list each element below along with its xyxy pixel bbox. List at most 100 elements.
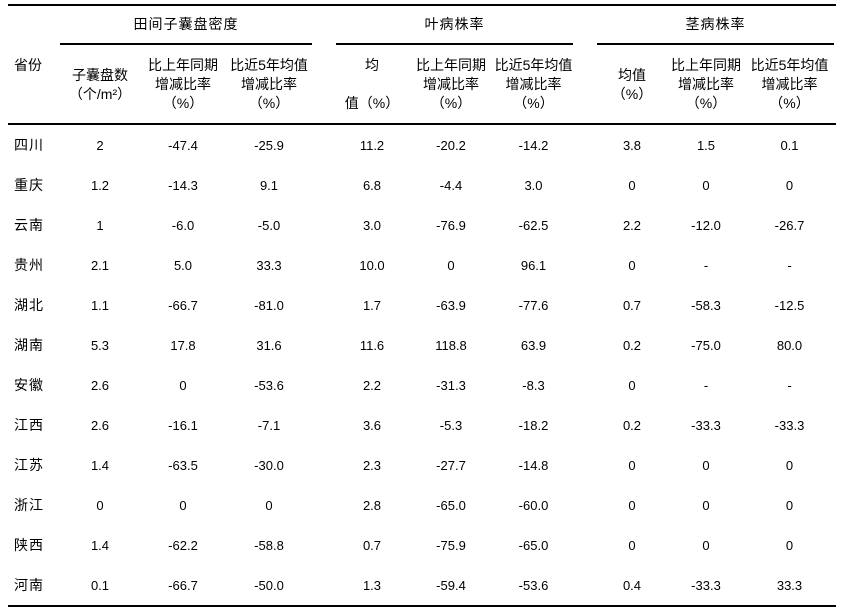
- table-cell: -63.9: [436, 297, 466, 313]
- table-cell: -62.2: [168, 537, 198, 553]
- table-cell: 2.2: [362, 377, 382, 393]
- table-cell: 2.6: [90, 417, 110, 433]
- table-cell: -: [703, 257, 709, 273]
- table-cell: 0: [447, 257, 455, 273]
- table-cell: -20.2: [436, 137, 466, 153]
- col-header-province: 省份: [14, 56, 42, 73]
- table-row: 云南 1 -6.0 -5.0 3.0 -76.9 -62.5 2.2 -12.0 -26.7: [8, 205, 836, 245]
- table-cell: 0: [265, 497, 273, 513]
- table-cell: 1.1: [90, 297, 110, 313]
- table-cell: 0.7: [622, 297, 642, 313]
- row-province: 安徽: [14, 377, 44, 393]
- table-cell: 0: [785, 537, 794, 553]
- table-cell: 118.8: [435, 337, 467, 353]
- table-cell: -58.8: [254, 537, 284, 553]
- table-cell: 9.1: [259, 177, 279, 193]
- table-row: 湖南 5.3 17.8 31.6 11.6 118.8 63.9 0.2 -75.0 80.0: [8, 325, 836, 365]
- table-header: 省份 田间子囊盘密度 叶病株率 茎病株率 子囊盘数 （个/m²） 比上年同期 增…: [8, 6, 836, 123]
- table-cell: -25.9: [254, 137, 284, 153]
- table-cell: -63.5: [168, 457, 198, 473]
- table-cell: 0: [179, 497, 187, 513]
- row-province: 河南: [14, 577, 44, 593]
- table-cell: 0: [628, 177, 636, 193]
- table-cell: 2.8: [362, 497, 382, 513]
- table-cell: -30.0: [254, 457, 284, 473]
- table-cell: -33.3: [691, 577, 721, 593]
- table-cell: -18.2: [518, 417, 549, 433]
- table-cell: 0: [628, 257, 636, 273]
- table-row: 江西 2.6 -16.1 -7.1 3.6 -5.3 -18.2 0.2 -33.3 -33.3: [8, 405, 836, 445]
- col-header-stem-yoy-change: 比上年同期 增减比率 （%）: [671, 57, 741, 111]
- table-cell: -14.8: [518, 457, 549, 473]
- table-cell: -75.9: [436, 537, 466, 553]
- table-cell: 0: [96, 497, 104, 513]
- table-cell: -59.4: [436, 577, 466, 593]
- table-cell: 0: [702, 457, 710, 473]
- table-cell: 0: [702, 497, 710, 513]
- table-cell: -81.0: [254, 297, 284, 313]
- table-row: 浙江 0 0 0 2.8 -65.0 -60.0 0 0 0: [8, 485, 836, 525]
- col-header-apothecia-count: 子囊盘数 （个/m²）: [68, 66, 132, 102]
- table-cell: 0.2: [622, 417, 642, 433]
- row-province: 重庆: [14, 177, 44, 193]
- table-cell: -27.7: [436, 457, 466, 473]
- table-cell: 0.4: [622, 577, 642, 593]
- table-cell: -33.3: [774, 417, 805, 433]
- col-header-field-yoy-change: 比上年同期 增减比率 （%）: [148, 57, 218, 111]
- col-header-stem-mean: 均值 （%）: [611, 66, 653, 102]
- group-title-field-apothecia-density: 田间子囊盘密度: [133, 16, 239, 32]
- table-cell: 0.1: [90, 577, 110, 593]
- table-cell: -5.0: [257, 217, 281, 233]
- row-province: 陕西: [14, 537, 44, 553]
- table-cell: -62.5: [518, 217, 549, 233]
- table-cell: -: [787, 377, 792, 393]
- table-cell: 10.0: [359, 257, 385, 273]
- table-cell: -14.3: [168, 177, 198, 193]
- table-cell: 2.2: [622, 217, 642, 233]
- table-cell: 1.2: [90, 177, 110, 193]
- row-province: 四川: [14, 137, 44, 153]
- table-cell: -33.3: [691, 417, 721, 433]
- table-cell: 80.0: [776, 337, 803, 353]
- table-cell: 1.7: [362, 297, 382, 313]
- table-cell: -58.3: [691, 297, 721, 313]
- table-cell: -16.1: [168, 417, 198, 433]
- table-row: 河南 0.1 -66.7 -50.0 1.3 -59.4 -53.6 0.4 -33.3 33.3: [8, 565, 836, 605]
- table-cell: -31.3: [436, 377, 466, 393]
- table-cell: -14.2: [518, 137, 549, 153]
- table-cell: -26.7: [774, 217, 805, 233]
- table-cell: 0: [785, 457, 794, 473]
- table-row: 安徽 2.6 0 -53.6 2.2 -31.3 -8.3 0 - -: [8, 365, 836, 405]
- row-province: 云南: [14, 217, 44, 233]
- table-cell: 63.9: [520, 337, 547, 353]
- row-province: 江西: [14, 417, 44, 433]
- table-cell: 1.3: [362, 577, 382, 593]
- table-cell: -53.6: [254, 377, 284, 393]
- row-province: 浙江: [14, 497, 44, 513]
- group-rule-stem: [597, 43, 834, 45]
- row-province: 江苏: [14, 457, 44, 473]
- table-cell: 3.0: [524, 177, 543, 193]
- top-rule: [8, 4, 836, 6]
- table-cell: 96.1: [520, 257, 547, 273]
- table-cell: 1.4: [90, 537, 110, 553]
- table: 省份 田间子囊盘密度 叶病株率 茎病株率 子囊盘数 （个/m²） 比上年同期 增…: [8, 4, 836, 607]
- table-cell: 2.6: [90, 377, 110, 393]
- table-cell: 2: [96, 137, 104, 153]
- row-province: 湖南: [14, 337, 44, 353]
- table-cell: 0: [628, 457, 636, 473]
- table-cell: -76.9: [436, 217, 466, 233]
- table-row: 陕西 1.4 -62.2 -58.8 0.7 -75.9 -65.0 0 0 0: [8, 525, 836, 565]
- table-cell: 5.3: [90, 337, 110, 353]
- table-row: 贵州 2.1 5.0 33.3 10.0 0 96.1 0 - -: [8, 245, 836, 285]
- table-cell: 33.3: [256, 257, 282, 273]
- table-cell: -50.0: [254, 577, 284, 593]
- header-rule: [8, 123, 836, 125]
- col-header-leaf-5yr-change: 比近5年均值 增减比率 （%）: [494, 57, 573, 111]
- table-cell: 0.1: [780, 137, 799, 153]
- table-cell: -77.6: [518, 297, 549, 313]
- table-cell: 0: [179, 377, 187, 393]
- group-title-leaf-disease-rate: 叶病株率: [424, 16, 485, 32]
- table-cell: 2.3: [362, 457, 382, 473]
- bottom-rule: [8, 605, 836, 607]
